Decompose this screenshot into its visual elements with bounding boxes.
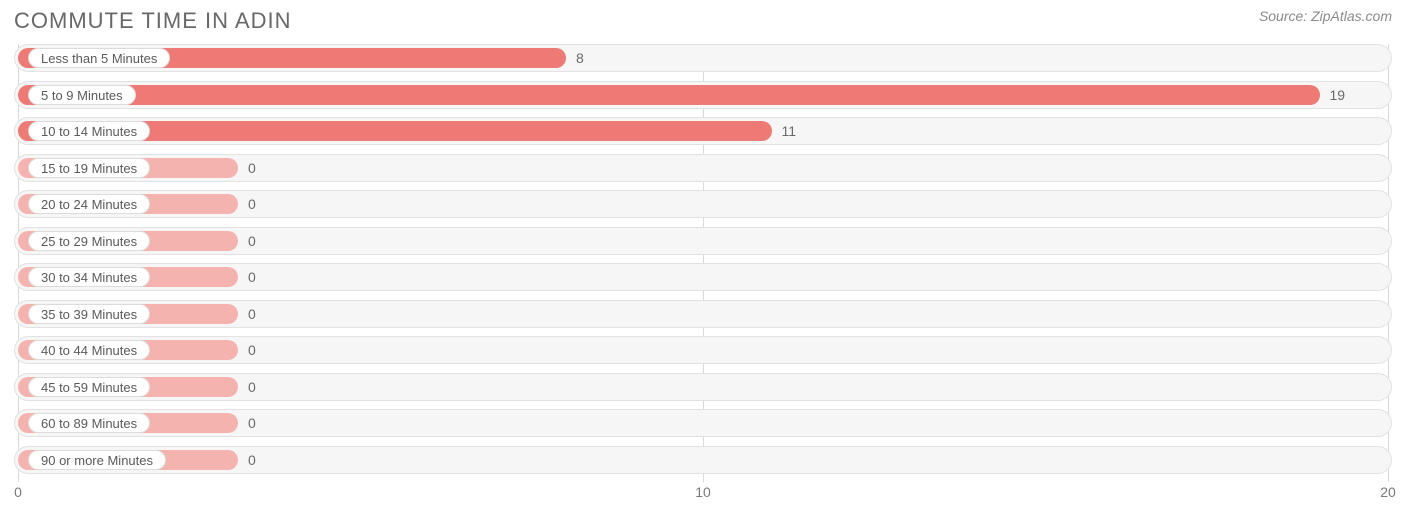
value-label: 0 [248, 154, 256, 182]
x-tick-label: 0 [14, 484, 22, 500]
category-pill: 30 to 34 Minutes [28, 267, 150, 287]
value-label: 19 [1330, 81, 1346, 109]
value-label: 0 [248, 300, 256, 328]
category-pill: 35 to 39 Minutes [28, 304, 150, 324]
bar [18, 85, 1320, 105]
value-label: 11 [782, 117, 797, 145]
chart-row: 40 to 44 Minutes 0 [14, 336, 1392, 364]
category-pill: 45 to 59 Minutes [28, 377, 150, 397]
value-label: 0 [248, 446, 256, 474]
value-label: 0 [248, 409, 256, 437]
chart-row: 35 to 39 Minutes 0 [14, 300, 1392, 328]
chart-row: 15 to 19 Minutes 0 [14, 154, 1392, 182]
chart-row: Less than 5 Minutes 8 [14, 44, 1392, 72]
chart-row: 90 or more Minutes 0 [14, 446, 1392, 474]
chart-row: 45 to 59 Minutes 0 [14, 373, 1392, 401]
chart-header: COMMUTE TIME IN ADIN Source: ZipAtlas.co… [14, 8, 1392, 34]
chart-row: 20 to 24 Minutes 0 [14, 190, 1392, 218]
category-pill: 90 or more Minutes [28, 450, 166, 470]
chart-row: 25 to 29 Minutes 0 [14, 227, 1392, 255]
value-label: 0 [248, 227, 256, 255]
value-label: 0 [248, 336, 256, 364]
value-label: 0 [248, 373, 256, 401]
source-name: ZipAtlas.com [1311, 8, 1392, 24]
value-label: 0 [248, 263, 256, 291]
chart-container: COMMUTE TIME IN ADIN Source: ZipAtlas.co… [0, 0, 1406, 523]
chart-area: Less than 5 Minutes 8 5 to 9 Minutes 19 10 t… [14, 44, 1392, 510]
category-pill: 20 to 24 Minutes [28, 194, 150, 214]
category-pill: 15 to 19 Minutes [28, 158, 150, 178]
chart-row: 30 to 34 Minutes 0 [14, 263, 1392, 291]
chart-row: 60 to 89 Minutes 0 [14, 409, 1392, 437]
category-pill: 5 to 9 Minutes [28, 85, 136, 105]
x-tick-label: 10 [695, 484, 711, 500]
chart-source: Source: ZipAtlas.com [1259, 8, 1392, 24]
chart-title: COMMUTE TIME IN ADIN [14, 8, 292, 34]
source-prefix: Source: [1259, 8, 1311, 24]
value-label: 0 [248, 190, 256, 218]
category-pill: 40 to 44 Minutes [28, 340, 150, 360]
chart-row: 10 to 14 Minutes 11 [14, 117, 1392, 145]
x-axis: 01020 [14, 482, 1392, 506]
category-pill: Less than 5 Minutes [28, 48, 170, 68]
value-label: 8 [576, 44, 584, 72]
chart-row: 5 to 9 Minutes 19 [14, 81, 1392, 109]
x-tick-label: 20 [1380, 484, 1396, 500]
category-pill: 60 to 89 Minutes [28, 413, 150, 433]
category-pill: 25 to 29 Minutes [28, 231, 150, 251]
category-pill: 10 to 14 Minutes [28, 121, 150, 141]
